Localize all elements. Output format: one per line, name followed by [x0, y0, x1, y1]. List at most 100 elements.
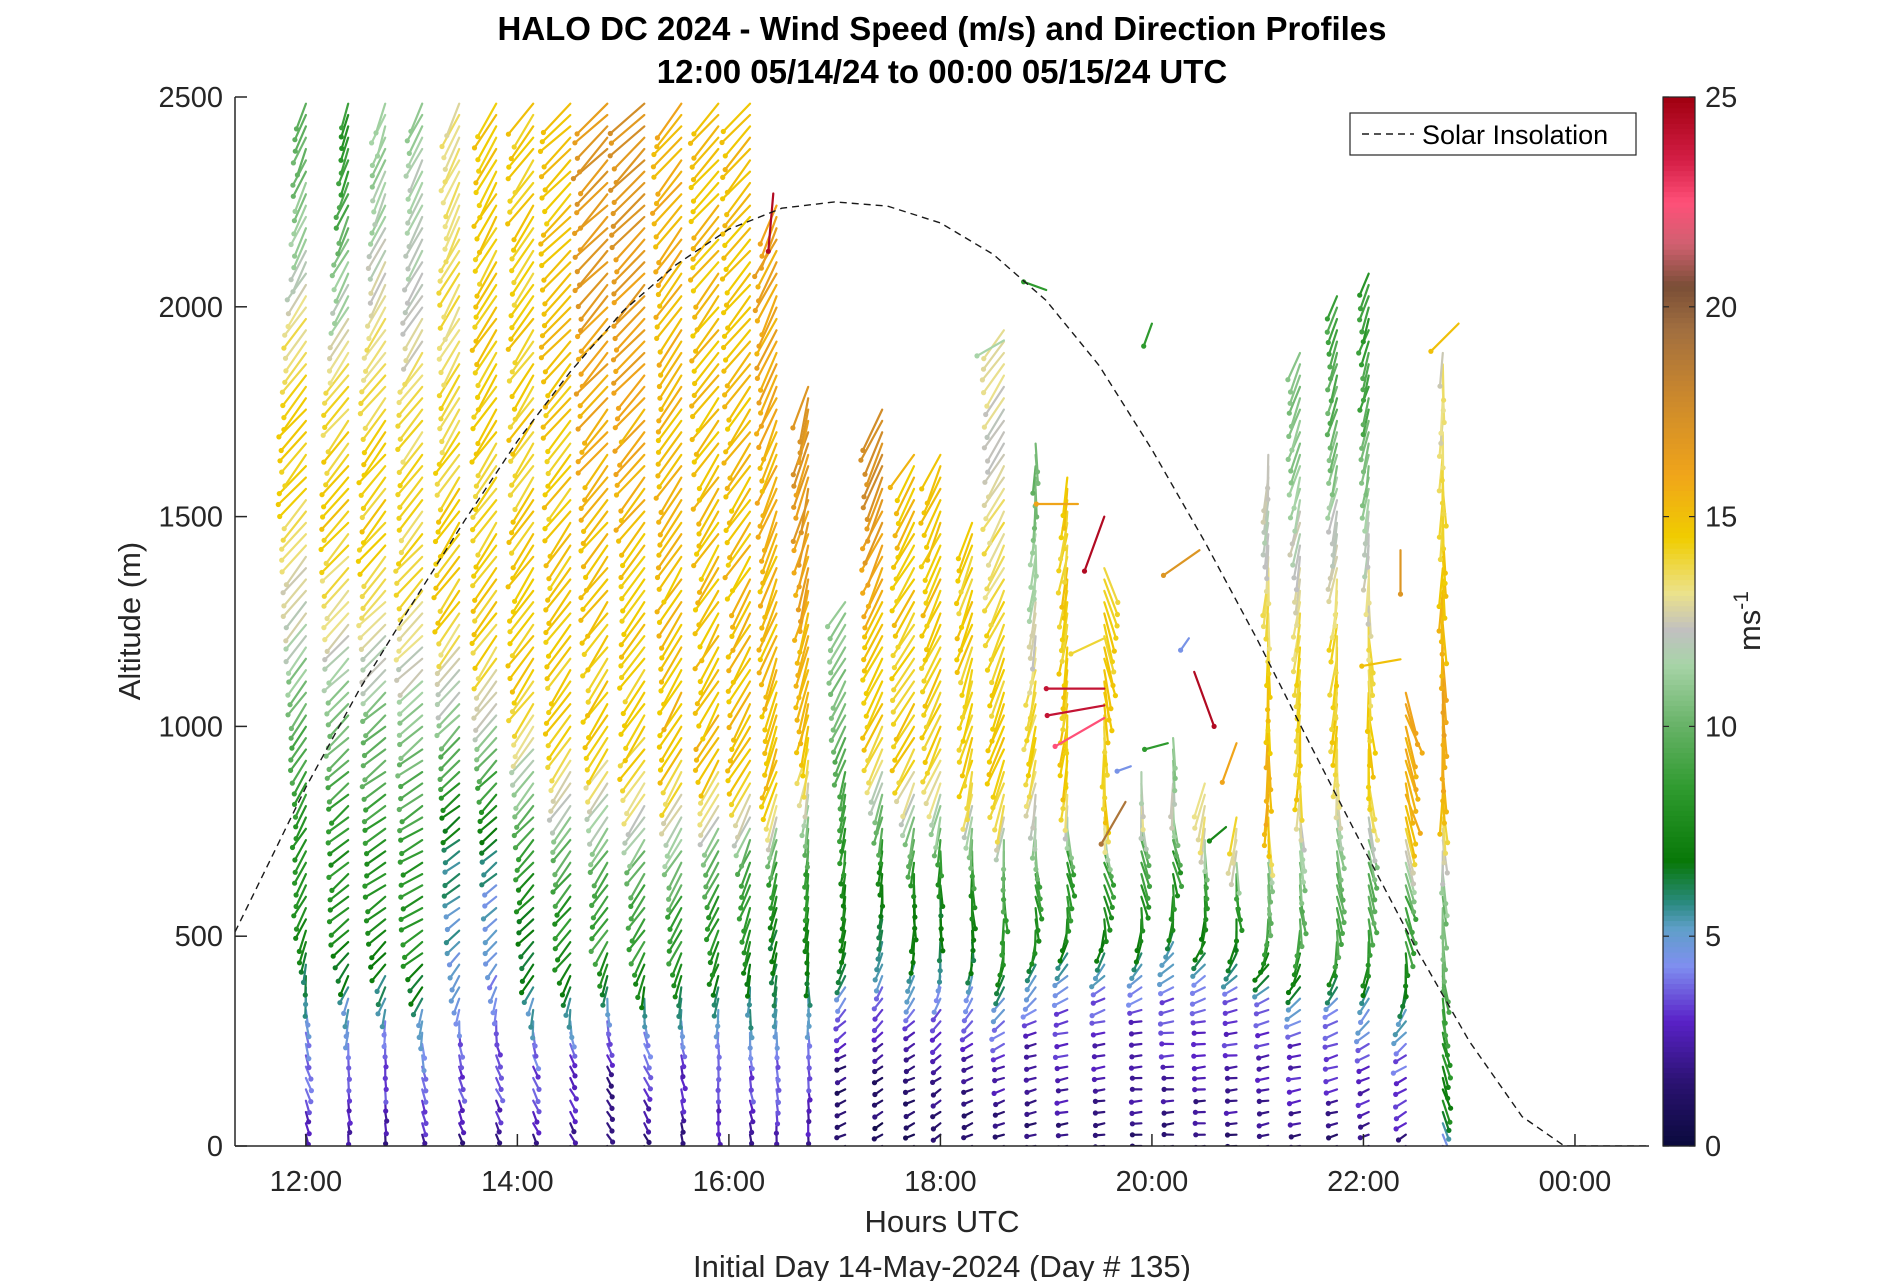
- wind-barb: [365, 895, 387, 915]
- wind-barb-head: [611, 291, 617, 297]
- wind-barb-head: [476, 779, 482, 785]
- wind-barb-shaft: [472, 578, 498, 613]
- wind-barb-shaft: [598, 963, 609, 988]
- wind-barb-head: [508, 336, 514, 342]
- wind-barb-head: [770, 970, 776, 977]
- wind-barb-shaft: [283, 453, 307, 487]
- wind-barb-head: [587, 869, 593, 876]
- wind-barb-shaft: [549, 782, 572, 813]
- wind-barb-head: [921, 532, 927, 538]
- wind-barb-head: [922, 657, 928, 663]
- wind-barb-head: [761, 456, 767, 462]
- wind-barb-head: [289, 780, 295, 786]
- wind-barb-head: [362, 777, 368, 783]
- wind-barb-shaft: [406, 193, 424, 225]
- wind-barb: [330, 283, 350, 316]
- wind-barb-head: [691, 459, 697, 465]
- wind-barb-head: [472, 370, 478, 376]
- wind-barb: [291, 204, 307, 237]
- wind-barb-head: [439, 143, 445, 150]
- wind-barb-shaft: [293, 227, 307, 258]
- wind-barb-head: [796, 695, 802, 701]
- wind-barb-shaft: [440, 804, 461, 820]
- wind-barb-head: [575, 356, 582, 362]
- wind-barb: [437, 521, 461, 560]
- wind-barb-head: [961, 1089, 967, 1095]
- wind-barb: [288, 249, 307, 283]
- wind-barb-shaft: [282, 510, 307, 542]
- wind-barb-head: [294, 172, 300, 178]
- wind-barb: [584, 736, 609, 773]
- wind-barb-shaft: [437, 499, 461, 534]
- wind-barb-head: [399, 819, 405, 825]
- wind-barb-head: [407, 988, 413, 994]
- wind-barb-head: [834, 1056, 840, 1062]
- wind-barb: [508, 306, 535, 342]
- wind-barb-head: [479, 882, 485, 888]
- wind-barb-shaft: [478, 782, 498, 804]
- wind-barb: [338, 974, 350, 998]
- wind-barb-head: [509, 256, 515, 262]
- wind-barb-head: [610, 210, 616, 217]
- wind-barb-head: [774, 1055, 780, 1061]
- wind-barb-head: [794, 780, 800, 787]
- wind-barb: [591, 872, 609, 899]
- wind-barb-head: [325, 840, 331, 846]
- wind-barb: [569, 1133, 579, 1146]
- wind-barb: [495, 1133, 503, 1146]
- wind-barb-head: [893, 736, 899, 742]
- wind-barb: [329, 804, 350, 826]
- wind-barb-shaft: [327, 770, 350, 789]
- wind-barb-head: [534, 1119, 540, 1125]
- wind-barb-head: [493, 1031, 499, 1037]
- wind-barb-head: [512, 190, 518, 196]
- wind-barb-shaft: [398, 725, 424, 746]
- wind-barb: [556, 963, 572, 986]
- wind-barb-head: [758, 265, 765, 271]
- wind-barb-head: [864, 724, 870, 731]
- wind-barb-head: [698, 576, 704, 582]
- plot-background: [235, 97, 1649, 1146]
- wind-barb-shaft: [328, 782, 350, 804]
- wind-barb-head: [656, 260, 662, 266]
- wind-barb-head: [861, 747, 867, 753]
- wind-barb: [282, 351, 307, 385]
- wind-barb: [292, 861, 307, 886]
- wind-barb: [335, 963, 350, 984]
- wind-barb-head: [323, 753, 329, 759]
- wind-barb-head: [326, 799, 332, 805]
- wind-barb-head: [892, 633, 899, 639]
- wind-barb: [374, 974, 387, 995]
- wind-barb-shaft: [592, 895, 609, 919]
- wind-barb-head: [719, 139, 725, 146]
- wind-barb-shaft: [562, 986, 572, 1007]
- wind-barb-shaft: [363, 782, 387, 801]
- wind-barb-head: [651, 151, 657, 158]
- wind-barb-head: [661, 599, 667, 605]
- wind-barb-shaft: [514, 725, 535, 758]
- wind-barb-head: [754, 318, 761, 324]
- wind-barb-head: [359, 784, 365, 790]
- wind-barb-shaft: [286, 272, 307, 301]
- wind-barb: [400, 929, 424, 948]
- wind-barb-shaft: [439, 340, 461, 374]
- wind-barb-head: [535, 1066, 542, 1072]
- wind-barb: [969, 1144, 974, 1146]
- wind-barb: [456, 1020, 462, 1039]
- wind-barb-shaft: [512, 215, 535, 252]
- wind-barb: [436, 487, 461, 525]
- wind-barb-head: [396, 469, 402, 475]
- wind-barb-head: [475, 157, 481, 163]
- wind-barb: [446, 952, 461, 968]
- wind-barb-head: [475, 134, 481, 140]
- wind-barb-head: [572, 230, 578, 236]
- wind-barb-shaft: [545, 193, 572, 225]
- wind-barb-head: [722, 392, 728, 398]
- wind-barb-shaft: [590, 918, 609, 940]
- wind-barb-head: [694, 551, 700, 557]
- wind-barb-head: [835, 979, 841, 986]
- wind-barb-head: [617, 462, 623, 468]
- wind-barb: [589, 827, 609, 857]
- wind-barb: [597, 963, 609, 989]
- wind-barb-head: [696, 531, 702, 537]
